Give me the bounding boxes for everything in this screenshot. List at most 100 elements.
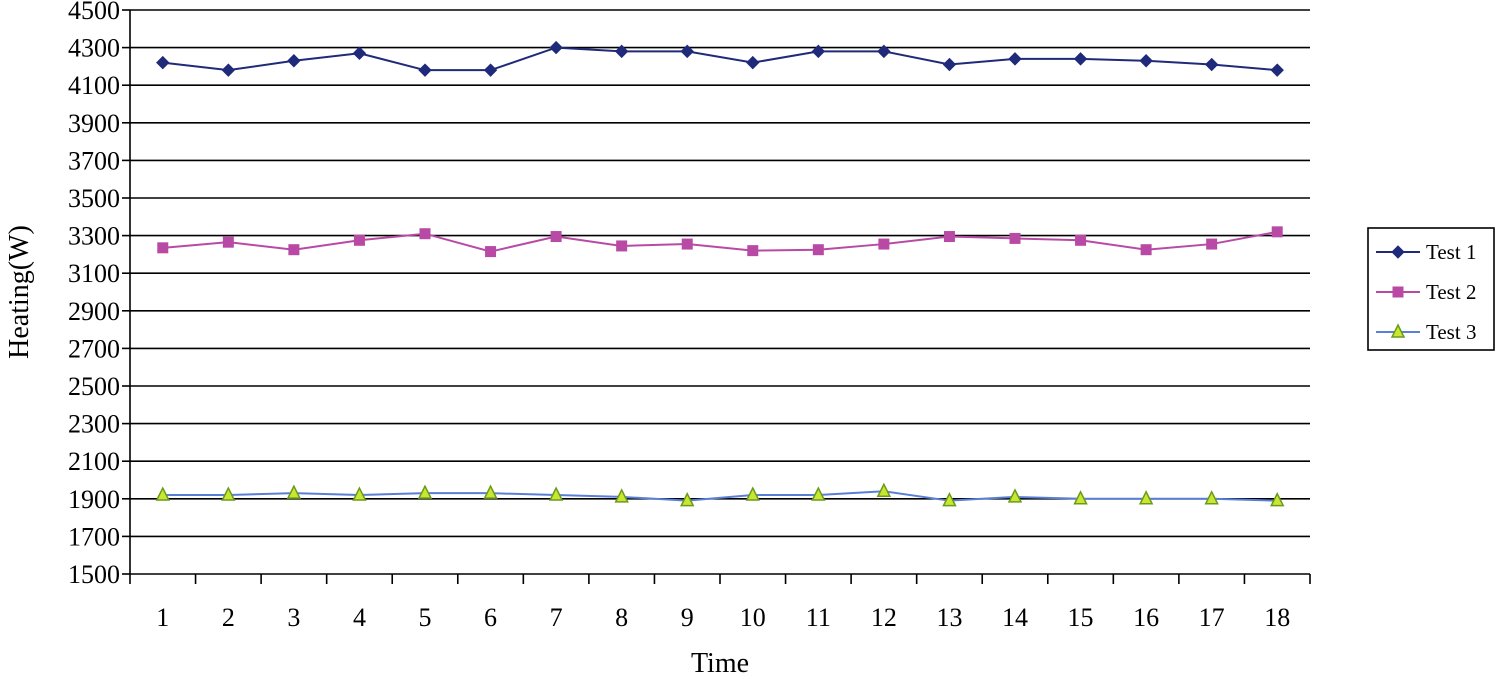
y-tick-label: 1700 — [68, 522, 120, 551]
legend: Test 1 Test 2 Test 3 — [1367, 227, 1495, 351]
x-tick-labels: 1 2 3 4 5 6 7 8 9 10 11 12 13 14 15 16 17 18 — [156, 603, 1290, 632]
data-point — [680, 492, 695, 507]
x-tick-label: 9 — [681, 603, 694, 632]
y-tick-label: 3500 — [68, 184, 120, 213]
data-point — [811, 44, 826, 59]
legend-marker — [1390, 323, 1406, 338]
data-point — [1138, 490, 1154, 505]
x-tick-label: 2 — [222, 603, 235, 632]
y-tick-label: 3100 — [68, 259, 120, 288]
x-tick-label: 13 — [936, 603, 962, 632]
data-point — [1270, 492, 1285, 507]
data-point — [1008, 52, 1022, 66]
legend-label: Test 1 — [1426, 240, 1476, 264]
data-point — [157, 242, 169, 254]
data-point — [942, 492, 957, 507]
data-point — [943, 231, 955, 243]
y-tick-label: 1500 — [68, 560, 120, 589]
data-point — [747, 245, 759, 257]
data-point — [419, 228, 431, 240]
x-tick-label: 6 — [484, 603, 497, 632]
legend-item: Test 3 — [1376, 320, 1476, 344]
legend-marker — [1392, 286, 1404, 298]
legend-label: Test 2 — [1426, 280, 1476, 304]
data-point — [352, 486, 367, 501]
data-point — [1009, 232, 1021, 244]
series-1 — [156, 40, 1284, 77]
y-tick-labels: 1500 1700 1900 2100 2300 2500 2700 2900 3100 3300… — [68, 0, 120, 589]
data-point — [417, 484, 433, 499]
y-tick-label: 2500 — [68, 372, 120, 401]
data-point — [680, 44, 694, 59]
y-tick-label: 3900 — [68, 109, 120, 138]
data-point — [550, 231, 562, 243]
y-tick-label: 1900 — [68, 485, 120, 514]
series-line — [162, 46, 1278, 72]
y-tick-label: 3700 — [68, 146, 120, 175]
axes — [122, 9, 1311, 584]
data-point — [286, 484, 302, 499]
x-axis-title: Time — [691, 648, 749, 679]
x-tick-label: 14 — [1002, 603, 1028, 632]
data-point — [418, 63, 432, 77]
data-point — [548, 486, 564, 501]
data-point — [156, 55, 170, 70]
data-point — [287, 54, 301, 68]
data-point — [1075, 234, 1087, 246]
legend-label: Test 3 — [1426, 320, 1476, 344]
legend-box — [1367, 227, 1495, 351]
y-tick-label: 2900 — [68, 297, 120, 326]
y-tick-label: 2100 — [68, 447, 120, 476]
legend-item: Test 2 — [1376, 280, 1476, 304]
x-tick-label: 18 — [1264, 603, 1290, 632]
data-point — [485, 246, 497, 258]
x-tick-label: 16 — [1133, 603, 1159, 632]
data-point — [221, 486, 236, 501]
data-point — [812, 244, 824, 256]
x-tick-label: 1 — [156, 603, 169, 632]
x-tick-label: 12 — [871, 603, 897, 632]
gridlines — [130, 9, 1310, 538]
x-tick-label: 5 — [419, 603, 432, 632]
x-tick-label: 15 — [1068, 603, 1094, 632]
series-2 — [157, 226, 1283, 258]
data-point — [1271, 226, 1283, 238]
series-group — [155, 40, 1285, 507]
data-point — [681, 238, 693, 250]
data-point — [483, 484, 498, 499]
data-point — [549, 40, 563, 55]
data-point — [1007, 488, 1023, 503]
series-line — [162, 230, 1278, 253]
data-point — [877, 44, 891, 59]
y-tick-label: 2300 — [68, 410, 120, 439]
y-tick-label: 3300 — [68, 222, 120, 251]
data-point — [222, 236, 234, 248]
data-point — [1139, 54, 1153, 68]
y-tick-label: 4100 — [68, 71, 120, 100]
data-point — [746, 55, 760, 70]
data-point — [221, 63, 236, 77]
data-point — [1204, 490, 1219, 505]
x-tick-label: 10 — [740, 603, 766, 632]
data-point — [1073, 52, 1088, 66]
data-point — [483, 63, 498, 77]
x-tick-label: 3 — [287, 603, 300, 632]
x-tick-label: 17 — [1199, 603, 1225, 632]
series-3 — [155, 482, 1285, 507]
x-tick-label: 7 — [550, 603, 563, 632]
data-point — [811, 486, 826, 501]
data-point — [1204, 57, 1219, 72]
legend-marker — [1391, 245, 1405, 259]
data-point — [1206, 238, 1218, 250]
data-point — [876, 482, 892, 498]
x-tick-label: 8 — [615, 603, 628, 632]
y-tick-label: 4500 — [68, 0, 120, 25]
y-tick-label: 2700 — [68, 334, 120, 363]
y-tick-label: 4300 — [68, 34, 120, 63]
data-point — [155, 486, 170, 501]
data-point — [614, 488, 629, 503]
data-point — [353, 234, 365, 246]
data-point — [288, 244, 300, 256]
data-point — [616, 240, 628, 252]
